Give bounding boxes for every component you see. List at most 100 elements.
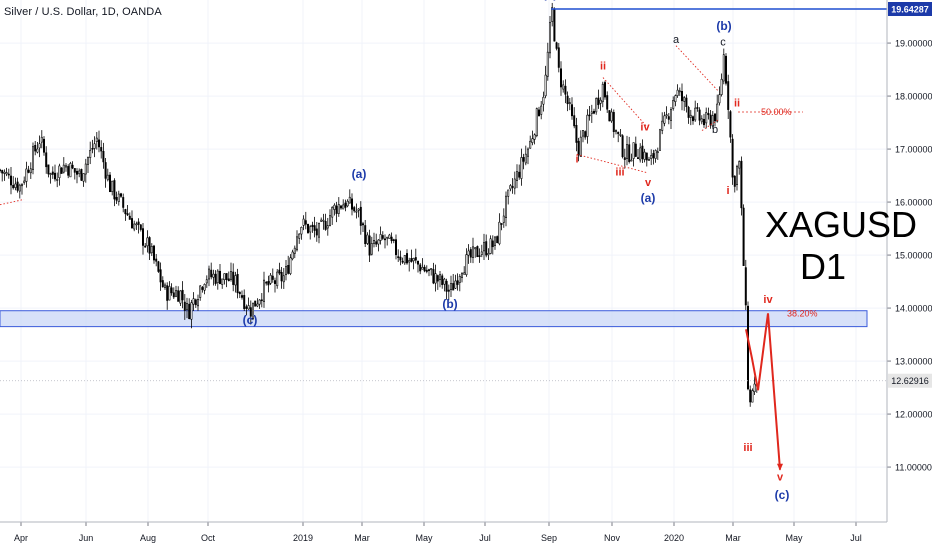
candle-body <box>249 307 252 317</box>
wave-lines-layer <box>0 8 887 471</box>
candle-body <box>691 116 694 122</box>
candle-body <box>219 270 222 284</box>
candle-body <box>337 204 340 214</box>
candle-body <box>709 114 712 126</box>
candle-body <box>60 167 63 174</box>
wave-label-blue: (a) <box>641 191 656 205</box>
candle-body <box>115 197 118 201</box>
candle-body <box>678 90 681 93</box>
candle-body <box>520 157 523 179</box>
candle-body <box>104 162 107 179</box>
wave-label-red: v <box>777 471 784 483</box>
candle-body <box>227 278 230 282</box>
wave-label-blue: (c) <box>775 488 790 502</box>
candle-body <box>509 185 512 190</box>
candle-body <box>309 226 312 233</box>
candle-body <box>359 206 362 226</box>
candle-body <box>500 223 503 225</box>
candle-body <box>155 258 158 262</box>
y-tick-label: 12.00000 <box>895 410 932 420</box>
candle-body <box>724 55 727 84</box>
current-price-label: 12.62916 <box>891 376 929 386</box>
candle-body <box>271 275 274 280</box>
candle-body <box>293 247 296 254</box>
candle-body <box>331 207 334 218</box>
candle-body <box>493 236 496 246</box>
candle-body <box>751 390 754 403</box>
candle-body <box>287 265 290 274</box>
candle-body <box>573 115 576 127</box>
candle-body <box>326 225 329 229</box>
candle-body <box>14 183 17 188</box>
candle-body <box>216 270 219 284</box>
x-tick-label: Apr <box>14 533 28 543</box>
candle-body <box>342 204 345 210</box>
candle-body <box>557 47 560 68</box>
candle-body <box>67 166 70 176</box>
candle-body <box>535 108 538 137</box>
candle-body <box>577 140 580 156</box>
candle-body <box>124 209 127 215</box>
candle-body <box>38 143 41 149</box>
candle-body <box>469 249 472 258</box>
candle-body <box>7 173 10 176</box>
candle-body <box>423 266 426 272</box>
candle-body <box>366 234 369 244</box>
candle-body <box>236 273 239 294</box>
axes-layer: 20.0000019.0000018.0000017.0000016.00000… <box>0 0 932 543</box>
candle-body <box>518 171 521 178</box>
candle-body <box>179 290 182 304</box>
candle-body <box>368 235 371 256</box>
candle-body <box>390 236 393 242</box>
candle-body <box>614 130 617 132</box>
fib-level-label: 50.00% <box>761 107 792 117</box>
candle-body <box>421 267 424 270</box>
candle-body <box>353 207 356 212</box>
candle-body <box>304 220 307 225</box>
candle-body <box>383 238 386 241</box>
current-price-badge <box>888 373 932 388</box>
candle-body <box>339 205 342 209</box>
candle-body <box>617 131 620 135</box>
candle-body <box>324 221 327 230</box>
candle-body <box>700 118 703 123</box>
candle-body <box>716 103 719 122</box>
y-tick-label: 16.00000 <box>895 198 932 208</box>
candle-body <box>375 241 378 245</box>
wave-label-red: ii <box>734 98 740 110</box>
candle-body <box>89 150 92 158</box>
y-tick-label: 18.00000 <box>895 92 932 102</box>
candle-body <box>570 104 573 117</box>
candle-body <box>458 276 461 283</box>
candle-body <box>474 247 477 250</box>
candle-body <box>672 100 675 109</box>
candle-body <box>238 291 241 295</box>
candle-body <box>438 274 441 281</box>
candle-body <box>247 305 250 310</box>
candle-body <box>480 251 483 255</box>
candle-body <box>718 94 721 104</box>
candle-body <box>588 114 591 117</box>
candle-body <box>579 136 582 157</box>
x-tick-label: May <box>785 533 803 543</box>
candle-body <box>1 170 4 174</box>
candle-body <box>643 151 646 160</box>
candle-body <box>357 208 360 211</box>
support-zone <box>0 310 868 328</box>
candle-body <box>205 279 208 284</box>
candle-body <box>177 290 180 302</box>
candle-body <box>120 193 123 197</box>
candle-body <box>42 138 45 153</box>
candle-body <box>252 302 255 319</box>
candle-body <box>524 153 527 164</box>
candle-body <box>511 186 514 188</box>
candle-body <box>16 181 19 191</box>
candle-body <box>386 236 389 239</box>
candle-body <box>705 112 708 124</box>
support-zone-layer <box>0 310 868 328</box>
wave-label-blue: (b) <box>442 297 457 311</box>
candle-body <box>529 140 532 149</box>
x-tick-label: May <box>415 533 433 543</box>
